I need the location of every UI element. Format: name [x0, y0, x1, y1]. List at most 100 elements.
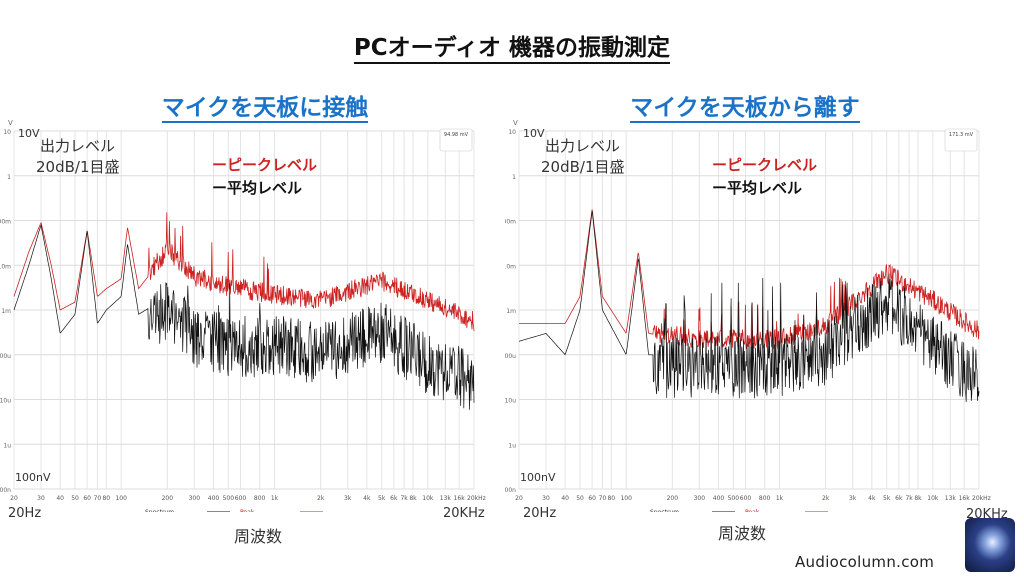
x-tick-label: 80 — [102, 495, 110, 502]
x-tick-label: 16k — [454, 495, 466, 502]
x-tick-label: 1k — [776, 495, 784, 502]
x-tick-label: 80 — [607, 495, 615, 502]
output-level-label: 出力レベル — [40, 137, 116, 155]
x-tick-label: 16k — [959, 495, 971, 502]
y-tick-label: 1u — [3, 442, 11, 449]
x-tick-label: 30 — [542, 495, 550, 502]
x-axis-title: 周波数 — [718, 524, 767, 543]
legend-peak-label: Peak — [745, 509, 760, 512]
x-tick-label: 7k — [400, 495, 408, 502]
x-tick-label: 50 — [71, 495, 79, 502]
x-tick-label: 50 — [576, 495, 584, 502]
x-tick-label: 10k — [927, 495, 939, 502]
page-title: PCオーディオ 機器の振動測定 — [0, 28, 1024, 64]
scale-label: 20dB/1目盛 — [541, 158, 625, 176]
x-tick-label: 7k — [905, 495, 913, 502]
x-axis-title: 周波数 — [234, 527, 283, 546]
legend-peak-label: Peak — [240, 509, 255, 512]
y-tick-label: 100u — [505, 353, 516, 360]
x-tick-label: 200 — [162, 495, 174, 502]
x-tick-label: 300 — [694, 495, 706, 502]
x-tick-label: 100 — [620, 495, 632, 502]
x-tick-label: 60 — [83, 495, 91, 502]
x-tick-label: 400 — [208, 495, 220, 502]
x-tick-label: 500 — [223, 495, 235, 502]
x-tick-label: 20 — [10, 495, 18, 502]
y-tick-label: 10m — [505, 263, 516, 270]
x-tick-label: 200 — [667, 495, 679, 502]
x-tick-label: 20kHz — [972, 495, 991, 502]
right-chart-title: マイクを天板から離す — [630, 95, 860, 123]
left-chart-title: マイクを天板に接触 — [161, 95, 369, 123]
y-unit-label: V — [8, 119, 13, 127]
info-value: 171.3 mV — [949, 132, 974, 138]
x-min-label: 20Hz — [523, 506, 557, 521]
x-tick-label: 4k — [363, 495, 371, 502]
legend-spectrum-label: Spectrum — [650, 509, 679, 512]
average-series-line — [518, 210, 980, 403]
top-level-label: 10V — [18, 127, 40, 140]
x-tick-label: 40 — [56, 495, 64, 502]
y-tick-label: 10u — [505, 398, 516, 405]
average-series-line — [13, 224, 475, 410]
x-tick-label: 3k — [344, 495, 352, 502]
y-tick-label: 1m — [506, 308, 516, 315]
y-tick-label: 10 — [508, 129, 516, 136]
info-box — [439, 128, 473, 152]
y-tick-label: 100m — [0, 219, 11, 226]
x-tick-label: 13k — [945, 495, 957, 502]
y-tick-label: 1m — [1, 308, 11, 315]
x-tick-label: 500 — [728, 495, 740, 502]
x-tick-label: 20 — [515, 495, 523, 502]
x-tick-label: 70 — [599, 495, 607, 502]
x-tick-label: 20kHz — [467, 495, 486, 502]
info-value: 94.98 mV — [444, 132, 469, 138]
output-level-label: 出力レベル — [545, 137, 621, 155]
x-tick-label: 600 — [235, 495, 247, 502]
y-tick-label: 1 — [7, 174, 11, 181]
legend-peak: ーピークレベル — [212, 156, 318, 174]
y-tick-label: 1 — [512, 174, 516, 181]
peak-series-line — [13, 212, 475, 332]
peak-series-line — [519, 209, 980, 350]
x-tick-label: 5k — [883, 495, 891, 502]
scale-label: 20dB/1目盛 — [36, 158, 120, 176]
info-box — [944, 128, 978, 152]
x-tick-label: 8k — [409, 495, 417, 502]
x-tick-label: 100 — [115, 495, 127, 502]
x-tick-label: 60 — [588, 495, 596, 502]
y-tick-label: 100n — [0, 487, 11, 494]
x-min-label: 20Hz — [8, 506, 42, 521]
y-unit-label: V — [513, 119, 518, 127]
x-tick-label: 4k — [868, 495, 876, 502]
x-tick-label: 600 — [740, 495, 752, 502]
y-tick-label: 10 — [3, 129, 11, 136]
x-tick-label: 13k — [440, 495, 452, 502]
y-tick-label: 100n — [505, 487, 516, 494]
x-tick-label: 6k — [895, 495, 903, 502]
x-tick-label: 70 — [94, 495, 102, 502]
x-tick-label: 2k — [317, 495, 325, 502]
x-tick-label: 800 — [759, 495, 771, 502]
x-tick-label: 400 — [713, 495, 725, 502]
y-tick-label: 1u — [508, 442, 516, 449]
left-spectrum-chart: 20 30 40 50 60 70 80 100 200 300 400 500 600 800 1k 2k 3… — [0, 119, 486, 512]
x-tick-label: 2k — [822, 495, 830, 502]
legend-spectrum-label: Spectrum — [145, 509, 174, 512]
bottom-level-label: 100nV — [15, 471, 51, 484]
x-tick-label: 10k — [422, 495, 434, 502]
legend-average: ー平均レベル — [212, 179, 303, 197]
site-logo — [965, 518, 1015, 572]
x-tick-label: 3k — [849, 495, 857, 502]
x-tick-label: 1k — [271, 495, 279, 502]
x-tick-label: 5k — [378, 495, 386, 502]
y-tick-label: 100m — [505, 219, 516, 226]
x-tick-label: 800 — [254, 495, 266, 502]
y-tick-label: 10m — [0, 263, 11, 270]
x-tick-label: 6k — [390, 495, 398, 502]
x-tick-label: 30 — [37, 495, 45, 502]
legend-average: ー平均レベル — [712, 179, 803, 197]
top-level-label: 10V — [523, 127, 545, 140]
x-tick-label: 300 — [189, 495, 201, 502]
x-tick-label: 40 — [561, 495, 569, 502]
